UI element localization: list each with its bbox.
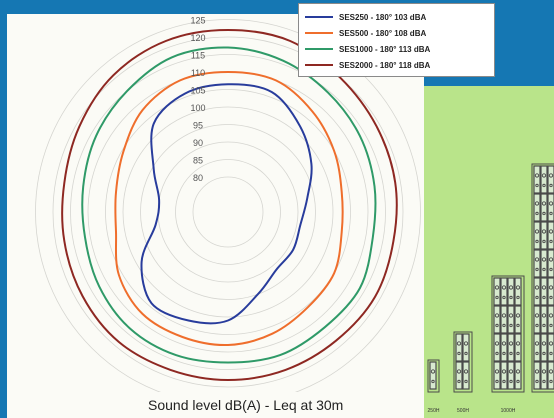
speaker-cabinet: [500, 361, 508, 390]
legend-swatch: [305, 16, 333, 18]
speaker-cabinet: [533, 165, 541, 194]
radial-tick-label: 85: [193, 156, 203, 166]
grid-ring: [175, 159, 281, 265]
speaker-cabinet: [507, 277, 515, 306]
speaker-cabinet: [547, 361, 554, 390]
legend-entry: SES1000 - 180° 113 dBA: [305, 41, 494, 57]
speaker-cabinet: [533, 221, 541, 250]
speaker-cabinet: [429, 361, 437, 390]
speaker-cabinet: [514, 305, 522, 334]
speaker-cabinet: [533, 193, 541, 222]
legend-label: SES500 - 180° 108 dBA: [339, 28, 427, 38]
speaker-cabinet: [540, 193, 548, 222]
legend-swatch: [305, 64, 333, 66]
grid-ring: [105, 89, 351, 335]
speaker-cabinet: [547, 165, 554, 194]
legend-swatch: [305, 48, 333, 50]
speaker-array-panel: 250H500H1000H2000H: [424, 86, 554, 418]
speaker-cabinet: [547, 277, 554, 306]
legend-label: SES2000 - 180° 118 dBA: [339, 60, 431, 70]
polar-chart-panel: 80 85 90 95 100 105 110 115 120 125: [7, 14, 424, 418]
speaker-cabinet: [507, 361, 515, 390]
radial-tick-label: 125: [190, 16, 205, 26]
series-line-3: [81, 46, 377, 364]
grid-ring: [52, 36, 404, 388]
legend-entry: SES500 - 180° 108 dBA: [305, 25, 494, 41]
speaker-cabinet: [547, 221, 554, 250]
legend-entry: SES2000 - 180° 118 dBA: [305, 57, 494, 73]
grid-ring: [157, 141, 299, 283]
radial-tick-label: 80: [193, 173, 203, 183]
speaker-cabinet: [500, 277, 508, 306]
speaker-cabinet: [500, 333, 508, 362]
speaker-cabinet: [547, 333, 554, 362]
grid-ring: [35, 19, 421, 405]
chart-legend: SES250 - 180° 103 dBA SES500 - 180° 108 d…: [298, 3, 495, 77]
speaker-cabinet: [533, 249, 541, 278]
grid-ring: [140, 124, 316, 300]
array-frame: [427, 359, 440, 393]
speaker-cabinet: [462, 333, 470, 362]
chart-caption: Sound level dB(A) - Leq at 30m: [140, 392, 370, 418]
grid-ring: [122, 106, 334, 318]
speaker-cabinet: [493, 305, 501, 334]
radial-tick-label: 95: [193, 121, 203, 131]
speaker-array-illustration: 250H500H1000H2000H: [427, 163, 554, 414]
speaker-cabinet: [514, 361, 522, 390]
speaker-cabinet: [533, 277, 541, 306]
legend-swatch: [305, 32, 333, 34]
speaker-cabinet: [493, 333, 501, 362]
series-line-1: [140, 83, 313, 325]
series-line-4: [61, 29, 398, 381]
array-frame: [531, 163, 554, 393]
radial-tick-label: 120: [190, 33, 205, 43]
radial-tick-label: 100: [190, 103, 205, 113]
legend-entry: SES250 - 180° 103 dBA: [305, 9, 494, 25]
radial-tick-label: 90: [193, 138, 203, 148]
speaker-cabinet: [540, 165, 548, 194]
radial-tick-label: 110: [191, 68, 205, 78]
grid-ring: [192, 176, 264, 248]
speaker-cabinet: [514, 333, 522, 362]
speaker-cabinet: [533, 361, 541, 390]
radial-tick-label: 115: [191, 51, 205, 61]
legend-label: SES1000 - 180° 113 dBA: [339, 44, 431, 54]
speaker-cabinet: [540, 277, 548, 306]
speaker-cabinet: [540, 305, 548, 334]
array-label: 1000H: [501, 408, 516, 414]
speaker-cabinet: [540, 221, 548, 250]
speaker-cabinet: [540, 361, 548, 390]
speaker-cabinet: [507, 305, 515, 334]
speaker-cabinet: [514, 277, 522, 306]
grid-ring: [70, 54, 386, 370]
speaker-cabinet: [547, 249, 554, 278]
array-label: 250H: [428, 408, 440, 414]
speaker-cabinet: [547, 193, 554, 222]
speaker-cabinet: [500, 305, 508, 334]
speaker-cabinet: [540, 249, 548, 278]
speaker-cabinet: [462, 361, 470, 390]
array-frame: [491, 275, 525, 393]
speaker-cabinet: [540, 333, 548, 362]
speaker-cabinet: [507, 333, 515, 362]
series-line-2: [114, 71, 344, 347]
array-label: 500H: [457, 408, 469, 414]
speaker-cabinet: [533, 333, 541, 362]
speaker-cabinet: [455, 333, 463, 362]
speaker-cabinet: [455, 361, 463, 390]
speaker-cabinet: [493, 361, 501, 390]
polar-chart: 80 85 90 95 100 105 110 115 120 125: [35, 16, 421, 405]
radial-tick-label: 105: [190, 86, 205, 96]
speaker-cabinet: [493, 277, 501, 306]
speaker-cabinet: [547, 305, 554, 334]
array-frame: [453, 331, 473, 393]
grid-ring: [87, 71, 369, 353]
legend-label: SES250 - 180° 103 dBA: [339, 12, 427, 22]
speaker-cabinet: [533, 305, 541, 334]
